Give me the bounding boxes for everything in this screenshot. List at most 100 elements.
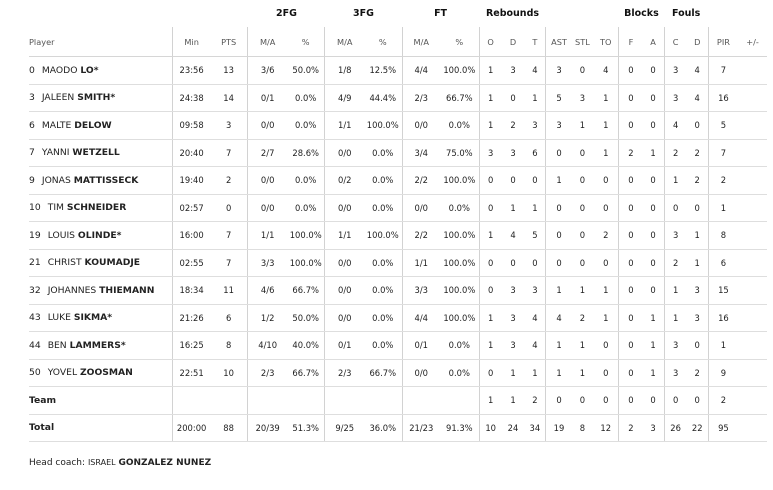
col-ft-pct: % — [440, 27, 480, 57]
player-first-name: JALEEN — [41, 92, 75, 104]
player-blk-a: 1 — [642, 139, 665, 167]
player-reb-d: 1 — [501, 359, 525, 387]
total-to: 12 — [593, 414, 619, 442]
player-min: 09:58 — [172, 111, 210, 140]
player-row: 3 JALEEN SMITH* 24:38 14 0/1 0.0% 4/9 44.4% 2/3 6… — [29, 84, 767, 112]
group-3fg: 3FG — [353, 8, 374, 19]
player-3fg-pct: 0.0% — [364, 331, 403, 360]
player-2fg-ma: 0/0 — [247, 166, 287, 195]
total-pir: 95 — [707, 414, 739, 442]
player-plus-minus — [738, 111, 767, 140]
player-name: 50 YOVEL ZOOSMAN — [29, 359, 173, 387]
player-first-name: JOHANNES — [47, 284, 97, 296]
player-2fg-pct: 50.0% — [286, 304, 325, 332]
player-ft-ma: 0/1 — [401, 331, 441, 360]
player-name: 7 YANNI WETZELL — [29, 139, 173, 167]
player-last-name: THIEMANN — [99, 284, 155, 296]
player-3fg-pct: 0.0% — [364, 139, 403, 167]
player-foul-c: 3 — [663, 359, 687, 387]
player-last-name: LO* — [80, 64, 99, 76]
player-2fg-pct: 0.0% — [286, 166, 325, 195]
player-pts: 8 — [209, 331, 248, 360]
player-blk-a: 0 — [642, 166, 665, 195]
player-ft-ma: 0/0 — [401, 359, 441, 387]
player-row: 32 JOHANNES THIEMANN 18:34 11 4/6 66.7% 0/0 0.0… — [29, 276, 767, 305]
player-foul-c: 4 — [663, 111, 687, 140]
player-to: 4 — [593, 56, 619, 85]
player-3fg-ma: 0/0 — [324, 249, 364, 277]
player-min: 02:57 — [172, 194, 210, 222]
player-first-name: YOVEL — [47, 367, 78, 379]
player-to: 0 — [593, 194, 619, 222]
player-ft-pct: 75.0% — [440, 139, 480, 167]
player-last-name: MATTISSECK — [73, 174, 139, 186]
player-stl: 1 — [571, 111, 594, 140]
player-ft-ma: 2/3 — [401, 84, 441, 112]
player-ast: 1 — [545, 359, 572, 387]
player-reb-t: 1 — [524, 84, 546, 112]
col-reb-o: O — [478, 27, 502, 57]
player-min: 23:56 — [172, 56, 210, 85]
player-plus-minus — [738, 304, 767, 332]
player-pir: 1 — [707, 331, 739, 360]
player-2fg-pct: 28.6% — [286, 139, 325, 167]
player-2fg-ma: 4/6 — [247, 276, 287, 305]
player-first-name: CHRIST — [47, 257, 82, 269]
player-foul-d: 4 — [686, 56, 709, 85]
col-min: Min — [172, 27, 210, 57]
player-pir: 1 — [707, 194, 739, 222]
player-ft-pct: 0.0% — [440, 111, 480, 140]
team-stl: 0 — [571, 386, 594, 415]
player-2fg-pct: 0.0% — [286, 84, 325, 112]
col-blk-a: A — [642, 27, 665, 57]
column-header-row: Player Min PTS M/A % M/A % M/A % O D T A… — [29, 27, 767, 57]
col-2fg-ma: M/A — [247, 27, 287, 57]
player-pts: 13 — [209, 56, 248, 85]
player-to: 1 — [593, 84, 619, 112]
player-first-name: TIM — [47, 202, 64, 214]
player-2fg-pct: 0.0% — [286, 194, 325, 222]
player-2fg-ma: 0/0 — [247, 111, 287, 140]
player-pir: 6 — [707, 249, 739, 277]
player-ft-pct: 100.0% — [440, 276, 480, 305]
player-reb-t: 3 — [524, 111, 546, 140]
player-number: 6 — [29, 119, 35, 131]
player-number: 0 — [29, 64, 35, 76]
player-plus-minus — [738, 221, 767, 250]
player-name: 32 JOHANNES THIEMANN — [29, 276, 173, 305]
col-blk-f: F — [618, 27, 643, 57]
player-blk-a: 1 — [642, 359, 665, 387]
col-2fg-pct: % — [286, 27, 325, 57]
col-reb-d: D — [501, 27, 525, 57]
player-ast: 1 — [545, 166, 572, 195]
player-last-name: DELOW — [74, 119, 112, 131]
player-pts: 11 — [209, 276, 248, 305]
player-reb-d: 4 — [501, 221, 525, 250]
player-3fg-pct: 0.0% — [364, 304, 403, 332]
player-first-name: LOUIS — [47, 229, 75, 241]
player-reb-o: 0 — [478, 249, 502, 277]
player-to: 0 — [593, 249, 619, 277]
player-blk-f: 0 — [618, 331, 643, 360]
player-reb-t: 4 — [524, 56, 546, 85]
player-foul-d: 0 — [686, 194, 709, 222]
player-reb-o: 0 — [478, 194, 502, 222]
player-pts: 7 — [209, 221, 248, 250]
player-reb-d: 3 — [501, 331, 525, 360]
player-ast: 3 — [545, 111, 572, 140]
player-foul-d: 0 — [686, 331, 709, 360]
player-foul-d: 2 — [686, 166, 709, 195]
player-3fg-pct: 0.0% — [364, 276, 403, 305]
player-blk-a: 0 — [642, 276, 665, 305]
player-reb-o: 1 — [478, 111, 502, 140]
total-3fg-pct: 36.0% — [364, 414, 403, 442]
total-label: Total — [29, 414, 173, 442]
head-coach-last-name: GONZALEZ NUNEZ — [118, 458, 212, 468]
player-2fg-ma: 2/7 — [247, 139, 287, 167]
player-min: 16:00 — [172, 221, 210, 250]
player-to: 1 — [593, 139, 619, 167]
player-pts: 14 — [209, 84, 248, 112]
col-stl: STL — [571, 27, 594, 57]
player-row: 0 MAODO LO* 23:56 13 3/6 50.0% 1/8 12.5% 4/4 100.… — [29, 56, 767, 85]
team-blk-a: 0 — [642, 386, 665, 415]
